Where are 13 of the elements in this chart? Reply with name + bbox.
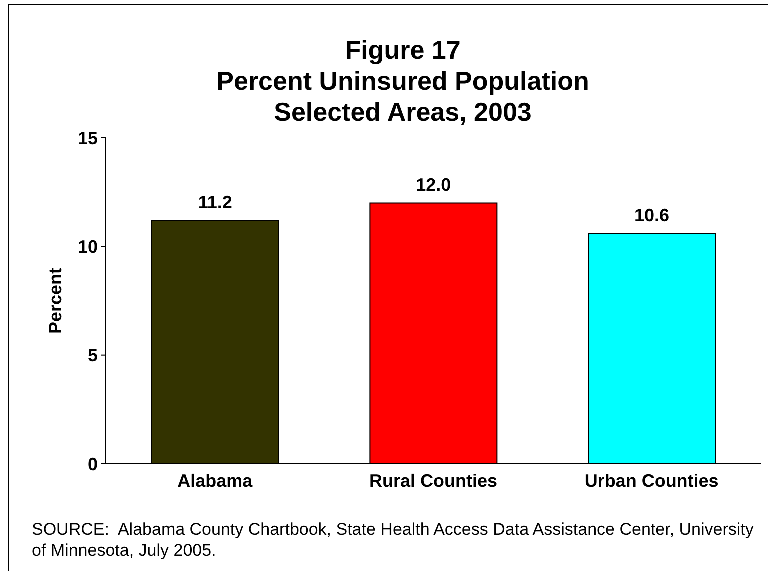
data-label: 11.2 xyxy=(198,192,232,213)
source-note: SOURCE: Alabama County Chartbook, State Health Access Data Assistance Center, University of Minnesota, July 2005. xyxy=(32,520,755,560)
chart-title: Figure 17 Percent Uninsured Population Selected Areas, 2003 xyxy=(216,35,590,127)
data-label: 12.0 xyxy=(416,175,452,196)
y-tick-label: 5 xyxy=(88,346,98,366)
x-tick-label: Urban Counties xyxy=(584,470,719,491)
y-axis-title: Percent xyxy=(46,268,66,334)
data-label: 10.6 xyxy=(634,206,670,226)
y-tick-label: 10 xyxy=(78,237,98,258)
y-tick-label: 15 xyxy=(78,128,98,148)
y-tick-label: 0 xyxy=(88,454,98,474)
x-tick-label: Alabama xyxy=(178,470,254,491)
x-tick-label: Rural Counties xyxy=(369,470,498,491)
